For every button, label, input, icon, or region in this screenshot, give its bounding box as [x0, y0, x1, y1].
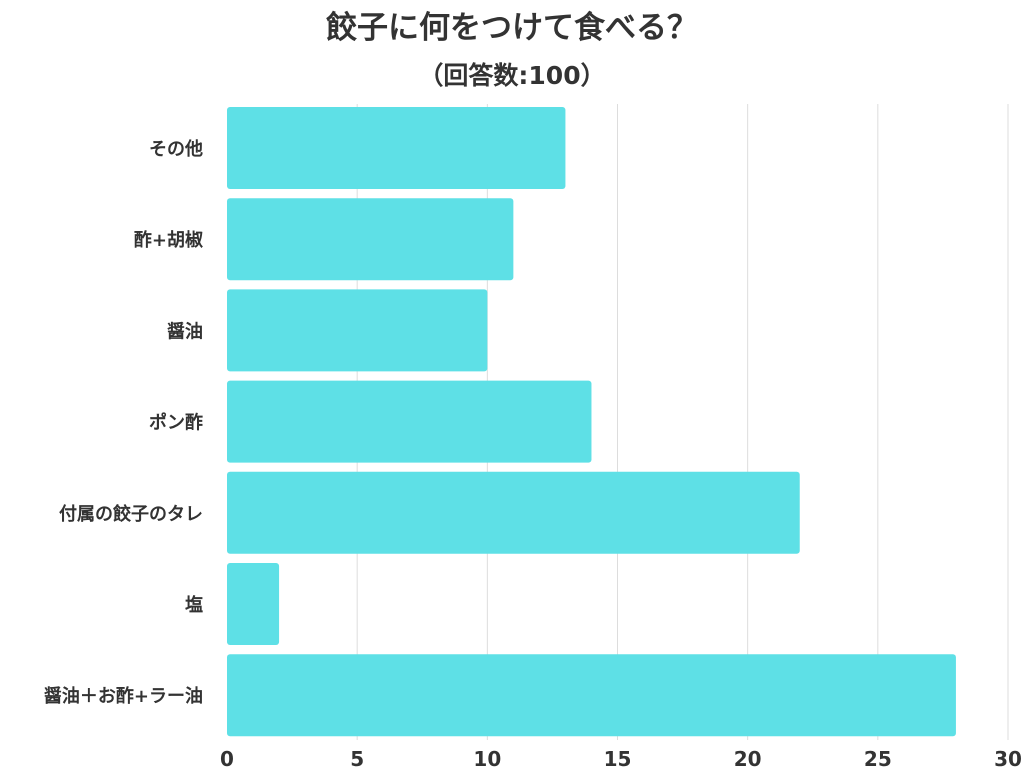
x-tick-label: 15 [604, 747, 632, 768]
category-label: ポン酢 [149, 412, 203, 434]
x-tick-label: 25 [864, 747, 892, 768]
x-tick-label: 5 [350, 747, 364, 768]
x-tick-label: 0 [220, 747, 234, 768]
chart-subtitle: （回答数:100） [418, 61, 606, 90]
bar-5 [227, 563, 280, 645]
category-label: 塩 [185, 594, 203, 616]
category-label: その他 [149, 138, 203, 160]
x-tick-label: 10 [473, 747, 501, 768]
bar-3 [227, 380, 592, 463]
bar-0 [227, 107, 566, 189]
category-label: 付属の餃子のタレ [59, 503, 203, 525]
x-tick-label: 30 [994, 747, 1022, 768]
category-label: 酢+胡椒 [134, 229, 203, 251]
x-tick-label: 20 [734, 747, 762, 768]
bar-1 [227, 198, 514, 281]
bar-4 [227, 471, 800, 554]
category-label: 醤油 [167, 320, 203, 342]
bar-6 [227, 654, 956, 737]
category-label: 醤油＋お酢+ラー油 [44, 685, 203, 707]
chart-title: 餃子に何をつけて食べる？ [326, 10, 698, 46]
bar-2 [227, 289, 488, 372]
